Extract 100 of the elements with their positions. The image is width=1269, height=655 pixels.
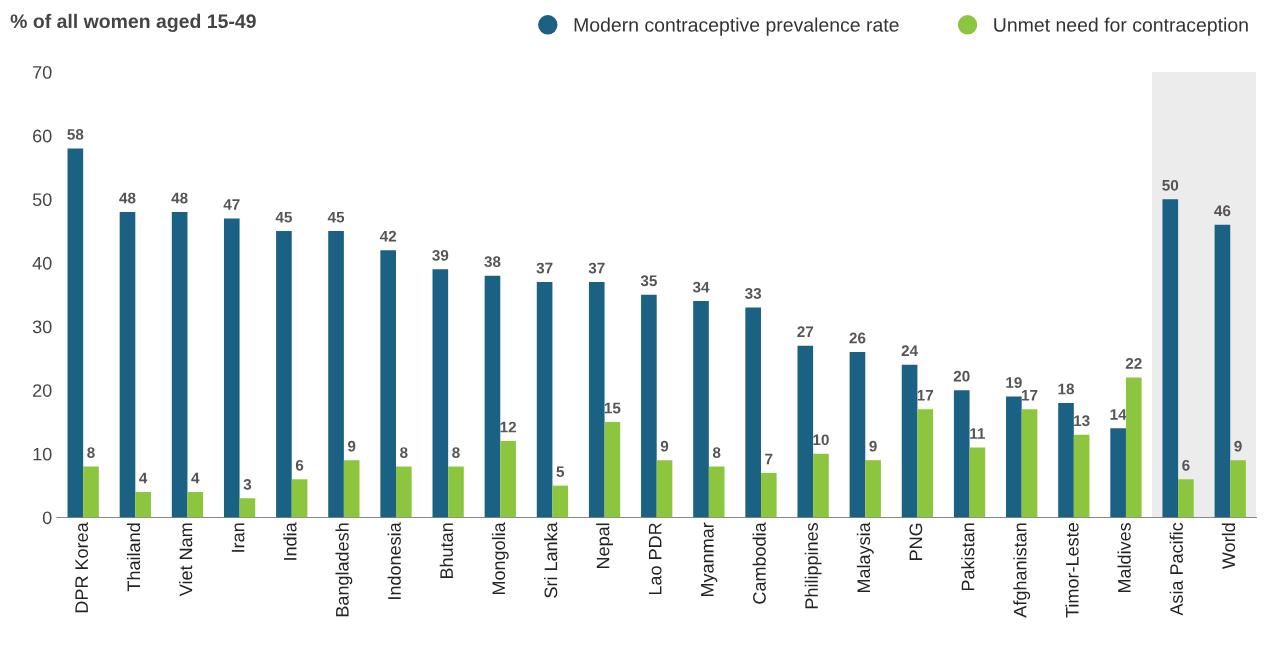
bar (83, 466, 99, 518)
bar (1162, 199, 1179, 518)
x-tick-label: Lao PDR (648, 523, 662, 595)
bar (656, 460, 673, 518)
y-tick-label: 30 (32, 320, 52, 334)
x-tick-label: Cambodia (752, 522, 766, 604)
data-label: 17 (917, 390, 934, 401)
bar (239, 498, 256, 518)
bar (693, 301, 709, 518)
bar (708, 466, 725, 518)
data-label: 9 (1234, 440, 1242, 452)
bar (396, 466, 412, 518)
x-tick-label: World (1221, 523, 1236, 570)
data-label: 18 (1058, 383, 1075, 395)
bar (641, 294, 657, 518)
bar (1058, 402, 1074, 518)
bar (448, 466, 464, 518)
x-tick-label: DPR Korea (75, 522, 89, 613)
y-tick-label: 50 (32, 193, 52, 207)
data-label: 24 (901, 345, 918, 357)
x-tick-label: Maldives (1117, 522, 1131, 593)
data-label: 5 (556, 466, 565, 478)
y-tick-label: 60 (33, 129, 52, 143)
data-label: 20 (953, 370, 970, 382)
bar (552, 485, 569, 518)
bar (1178, 479, 1194, 518)
bar (536, 282, 553, 518)
x-tick-label: Philippines (804, 522, 822, 609)
bar (604, 422, 621, 518)
bar (1214, 224, 1231, 518)
data-label: 4 (191, 472, 200, 484)
bar (797, 345, 814, 518)
legend-label: Modern contraceptive prevalence rate (574, 17, 899, 36)
bar (500, 441, 516, 518)
data-label: 47 (223, 199, 240, 210)
y-tick-label: 70 (33, 65, 52, 79)
x-tick-label: Myanmar (701, 522, 718, 597)
data-label: 48 (119, 192, 136, 204)
bar (849, 352, 866, 518)
bar (328, 231, 344, 518)
bar (1110, 428, 1126, 518)
bar (1230, 460, 1246, 518)
data-label: 8 (87, 447, 95, 458)
data-label: 14 (1110, 409, 1127, 420)
data-label: 34 (692, 281, 710, 293)
bar (745, 307, 761, 518)
bar (1125, 377, 1142, 518)
bar (760, 472, 777, 518)
bar (1073, 434, 1090, 518)
y-tick-label: 0 (42, 511, 52, 525)
data-label: 8 (400, 447, 408, 458)
bar (380, 250, 397, 518)
x-tick-label: Nepal (596, 523, 613, 568)
data-label: 19 (1006, 377, 1022, 388)
data-label: 33 (745, 288, 762, 299)
data-label: 27 (797, 326, 814, 337)
data-label: 9 (347, 440, 356, 452)
data-label: 17 (1021, 390, 1038, 401)
bar (953, 390, 970, 518)
data-label: 45 (327, 211, 345, 223)
bar (291, 479, 308, 518)
x-tick-label: Bhutan (439, 523, 453, 579)
bar (343, 460, 360, 518)
data-label: 15 (604, 402, 621, 414)
bar (223, 218, 240, 518)
y-tick-label: 10 (33, 447, 52, 461)
data-label: 46 (1214, 205, 1231, 217)
data-label: 37 (536, 262, 553, 274)
data-label: 3 (243, 478, 252, 490)
bar (917, 409, 934, 518)
bar (901, 364, 918, 518)
bar (813, 453, 829, 518)
y-tick-label: 20 (33, 384, 52, 397)
bar (865, 460, 881, 518)
bar (432, 269, 449, 518)
y-axis-title: % of all women aged 15-49 (10, 13, 256, 33)
x-tick-label: Sri Lanka (544, 522, 558, 598)
data-label: 50 (1162, 179, 1179, 191)
data-label: 6 (295, 459, 304, 471)
x-tick-label: Afghanistan (1013, 523, 1031, 618)
bar (187, 492, 204, 518)
bar (969, 447, 986, 518)
bar (67, 148, 84, 518)
data-label: 48 (171, 192, 188, 204)
data-label: 37 (588, 262, 605, 274)
data-label: 13 (1074, 415, 1090, 427)
data-label: 12 (500, 421, 516, 433)
bar (484, 275, 501, 518)
x-tick-label: Mongolia (491, 522, 509, 595)
x-tick-label: Iran (231, 523, 245, 552)
bar (119, 212, 136, 518)
data-label: 10 (813, 434, 829, 446)
data-label: 9 (869, 440, 877, 452)
data-label: 11 (970, 428, 986, 439)
x-tick-label: Bangladesh (335, 523, 353, 617)
bar (1021, 409, 1038, 518)
data-label: 8 (452, 447, 460, 458)
x-tick-label: India (283, 522, 297, 560)
bar (171, 212, 188, 518)
data-label: 8 (712, 447, 721, 458)
